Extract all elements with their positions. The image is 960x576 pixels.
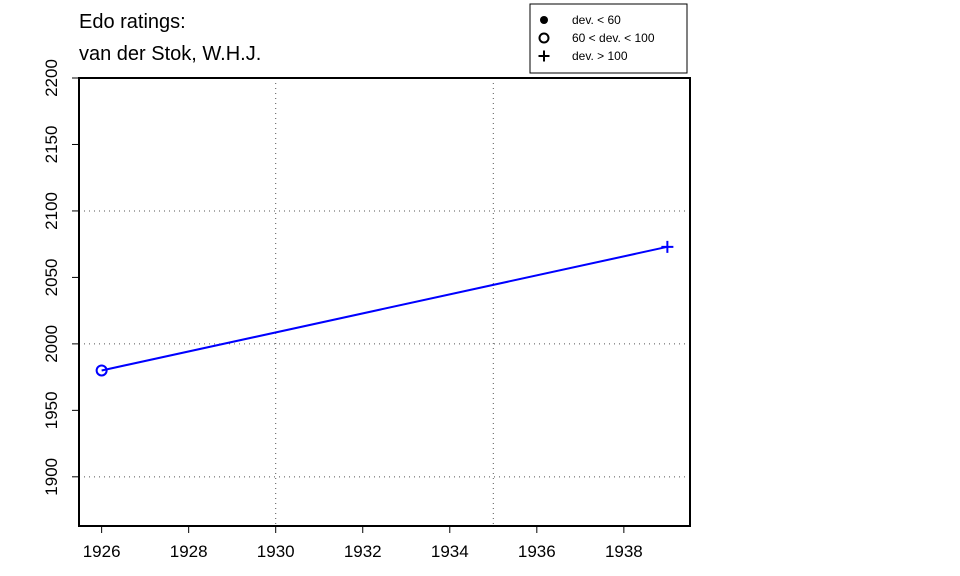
- y-tick-label: 2000: [42, 325, 61, 363]
- chart-title: Edo ratings:: [79, 11, 186, 33]
- legend-box: [529, 3, 688, 74]
- x-tick-label: 1926: [83, 542, 121, 561]
- legend-label: dev. > 100: [572, 49, 628, 63]
- x-tick-label: 1936: [518, 542, 556, 561]
- chart-subtitle: van der Stok, W.H.J.: [79, 43, 261, 65]
- marker: [661, 240, 674, 253]
- y-tick-label: 2100: [42, 192, 61, 230]
- x-tick-label: 1938: [605, 542, 643, 561]
- x-tick-label: 1934: [431, 542, 469, 561]
- legend-symbol: [538, 50, 550, 62]
- y-tick-label: 1950: [42, 391, 61, 429]
- legend-label: dev. < 60: [572, 13, 621, 27]
- legend-label: 60 < dev. < 100: [572, 31, 655, 45]
- marker: [95, 364, 108, 377]
- y-tick-label: 2200: [42, 59, 61, 97]
- legend-symbol: [540, 16, 548, 24]
- x-tick-label: 1930: [257, 542, 295, 561]
- y-tick-label: 2150: [42, 126, 61, 164]
- y-tick-label: 1900: [42, 458, 61, 496]
- line: [101, 245, 668, 372]
- x-tick-label: 1932: [344, 542, 382, 561]
- x-tick-label: 1928: [170, 542, 208, 561]
- legend-symbol: [538, 32, 550, 44]
- plot-frame: [78, 77, 691, 527]
- y-tick-label: 2050: [42, 258, 61, 296]
